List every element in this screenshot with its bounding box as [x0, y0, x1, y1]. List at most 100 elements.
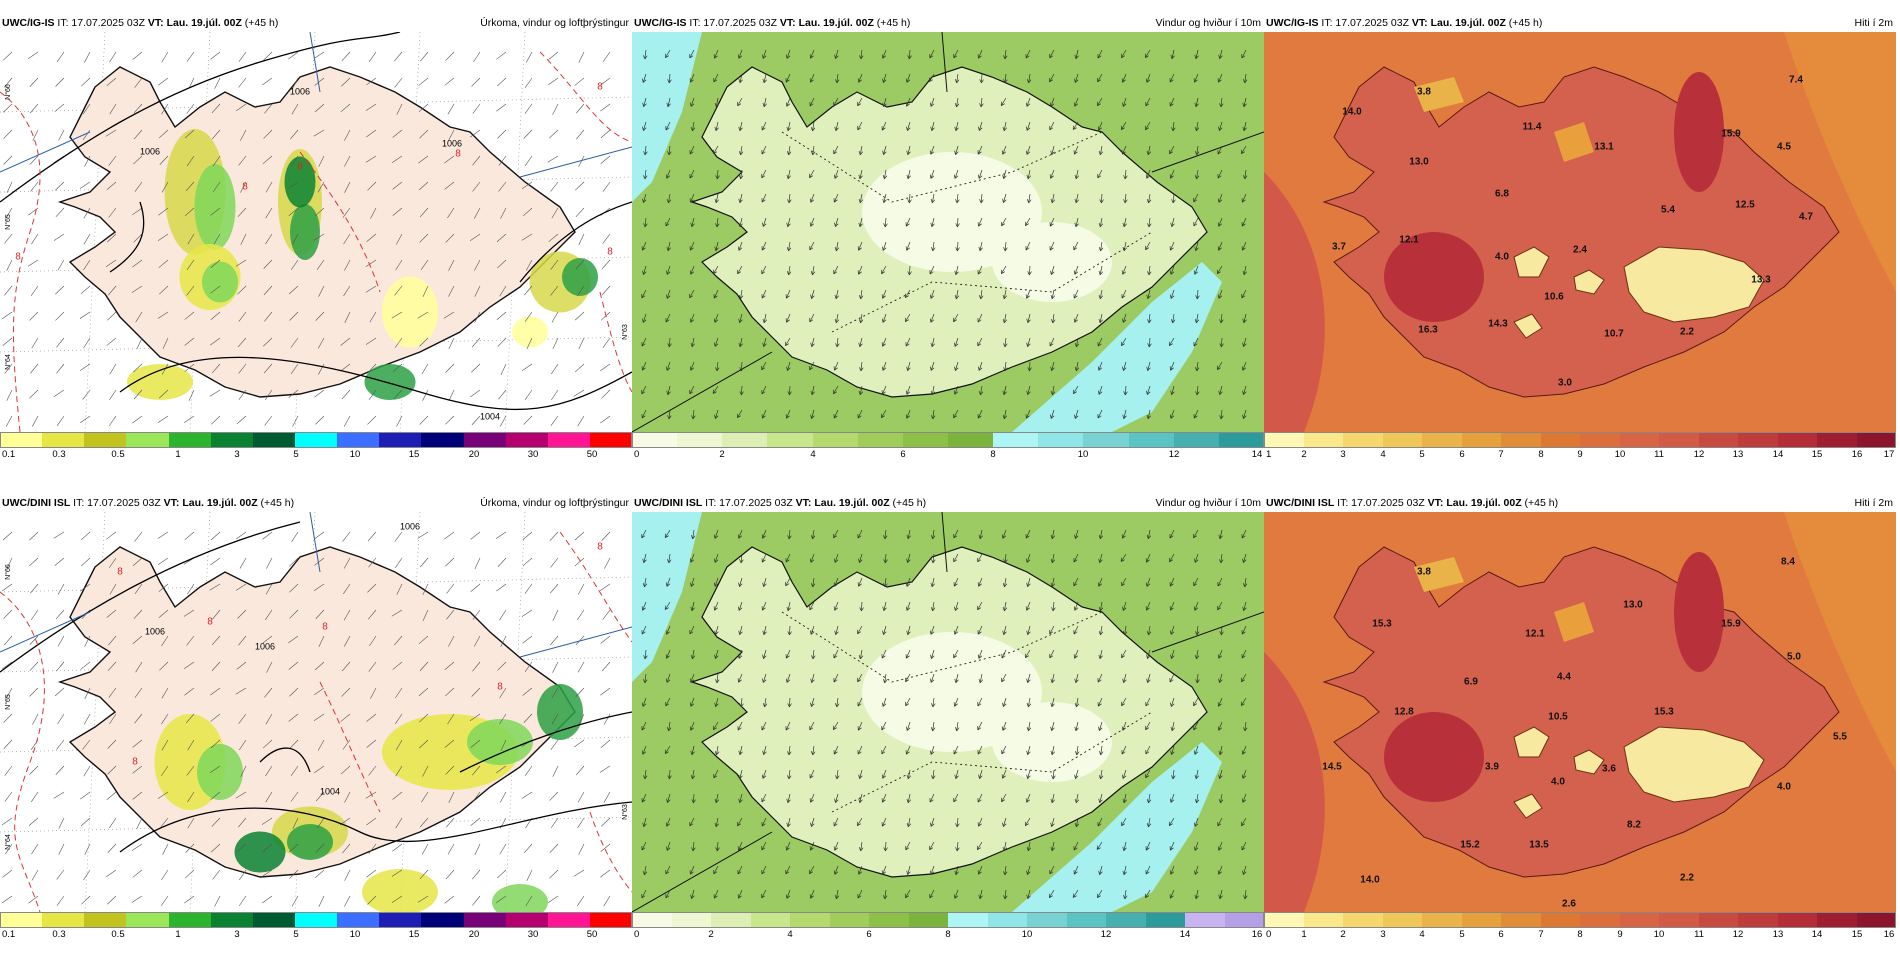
model-name: UWC/IG-IS — [1266, 17, 1319, 29]
colorbar-tick: 12 — [1101, 929, 1112, 940]
colorbar-swatch — [464, 432, 506, 448]
colorbar-swatch — [858, 432, 903, 448]
colorbar-swatch — [590, 432, 632, 448]
colorbar-swatch — [379, 432, 421, 448]
lat-label: N°64 — [4, 354, 12, 370]
colorbar-swatch — [253, 912, 295, 928]
colorbar-swatch — [126, 912, 168, 928]
colorbar-swatch — [813, 432, 858, 448]
temp-panel-dini: UWC/DINI ISL IT: 17.07.2025 03Z VT: Lau.… — [1264, 494, 1896, 956]
hot-area — [1674, 552, 1724, 672]
colorbar-swatch — [767, 432, 812, 448]
colorbar-tick: 5 — [293, 449, 298, 460]
colorbar-tick: 5 — [293, 929, 298, 940]
colorbar-swatch — [1083, 432, 1128, 448]
temperature-label: 2.2 — [1680, 327, 1694, 338]
colorbar-swatch — [548, 912, 590, 928]
valid-time: VT: Lau. 19.júl. 00Z — [1428, 497, 1522, 509]
temperature-label: 10.5 — [1548, 712, 1568, 723]
colorbar-tick: 50 — [587, 929, 598, 940]
colorbar-swatch — [253, 432, 295, 448]
colorbar-tick: 6 — [900, 449, 905, 460]
temperature-label: 3.9 — [1485, 762, 1499, 773]
precip-area — [537, 684, 583, 740]
valid-time: VT: Lau. 19.júl. 00Z — [164, 497, 258, 509]
colorbar — [1264, 432, 1896, 448]
colorbar-tick: 3 — [234, 929, 239, 940]
valid-time: VT: Lau. 19.júl. 00Z — [1412, 17, 1506, 29]
colorbar-swatch — [751, 912, 791, 928]
colorbar-swatch — [632, 432, 677, 448]
colorbar-tick: 13 — [1773, 929, 1784, 940]
init-time: IT: 17.07.2025 03Z — [1337, 497, 1425, 509]
contour-label: 8 — [597, 82, 603, 93]
contour-label: 8 — [297, 162, 303, 173]
colorbar-tick: 16 — [1884, 929, 1895, 940]
colorbar-swatch — [1106, 912, 1146, 928]
colorbar-swatch — [295, 432, 337, 448]
valid-time: VT: Lau. 19.júl. 00Z — [796, 497, 890, 509]
colorbar-tick: 4 — [1419, 929, 1424, 940]
temperature-label: 5.4 — [1661, 205, 1675, 216]
colorbar-tick: 10 — [350, 449, 361, 460]
temperature-label: 13.1 — [1594, 142, 1614, 153]
panel-title: Vindur og hviður í 10m — [1156, 14, 1261, 32]
colorbar-tick: 6 — [1459, 449, 1464, 460]
map-canvas — [632, 32, 1264, 432]
colorbar-tick: 30 — [528, 929, 539, 940]
lat-label: N°64 — [4, 834, 12, 850]
colorbar-swatch — [421, 432, 463, 448]
precip-area — [562, 258, 598, 296]
colorbar-swatch — [948, 432, 993, 448]
colorbar-swatch — [1541, 912, 1581, 928]
precip-panel-igis: UWC/IG-IS IT: 17.07.2025 03Z VT: Lau. 19… — [0, 14, 632, 476]
panel-header: UWC/IG-IS IT: 17.07.2025 03Z VT: Lau. 19… — [632, 14, 1264, 32]
temperature-label: 4.7 — [1799, 212, 1813, 223]
wind-panel-dini: UWC/DINI ISL IT: 17.07.2025 03Z VT: Lau.… — [632, 494, 1264, 956]
init-time: IT: 17.07.2025 03Z — [689, 17, 777, 29]
temperature-label: 4.0 — [1551, 777, 1565, 788]
lead-time: (+45 h) — [877, 17, 911, 29]
colorbar-swatch — [672, 912, 712, 928]
colorbar-swatch — [506, 432, 548, 448]
colorbar-tick: 8 — [1577, 929, 1582, 940]
panel-header: UWC/DINI ISL IT: 17.07.2025 03Z VT: Lau.… — [632, 494, 1264, 512]
temperature-label: 4.5 — [1777, 142, 1791, 153]
colorbar-tick: 1 — [175, 929, 180, 940]
colorbar-tick: 2 — [1301, 449, 1306, 460]
colorbar-swatch — [1501, 912, 1541, 928]
temperature-label: 3.7 — [1332, 242, 1346, 253]
colorbar-tick: 11 — [1694, 929, 1704, 940]
colorbar-tick: 20 — [469, 929, 480, 940]
colorbar-swatch — [1185, 912, 1225, 928]
colorbar-swatch — [590, 912, 632, 928]
model-name: UWC/DINI ISL — [2, 497, 70, 509]
temperature-label: 11.4 — [1523, 122, 1542, 133]
temperature-label: 13.3 — [1751, 275, 1771, 286]
colorbar-tick: 6 — [1498, 929, 1503, 940]
colorbar-tick: 1 — [1301, 929, 1306, 940]
colorbar-tick: 12 — [1169, 449, 1180, 460]
colorbar-tick: 2 — [1340, 929, 1345, 940]
colorbar-swatch — [948, 912, 988, 928]
panel-header: UWC/DINI ISL IT: 17.07.2025 03Z VT: Lau.… — [0, 494, 632, 512]
map-canvas — [632, 512, 1264, 912]
colorbar — [632, 432, 1264, 448]
colorbar-tick: 14 — [1812, 929, 1823, 940]
colorbar-swatch — [1225, 912, 1265, 928]
colorbar-tick: 15 — [409, 929, 420, 940]
colorbar-tick: 10 — [1615, 449, 1626, 460]
colorbar-tick: 7 — [1538, 929, 1543, 940]
temperature-label: 10.7 — [1604, 329, 1624, 340]
temperature-label: 2.4 — [1573, 245, 1587, 256]
colorbar-swatch — [42, 432, 84, 448]
temperature-label: 14.3 — [1488, 319, 1508, 330]
precip-area — [365, 364, 416, 400]
temperature-label: 3.8 — [1417, 567, 1431, 578]
hot-area — [1674, 72, 1724, 192]
